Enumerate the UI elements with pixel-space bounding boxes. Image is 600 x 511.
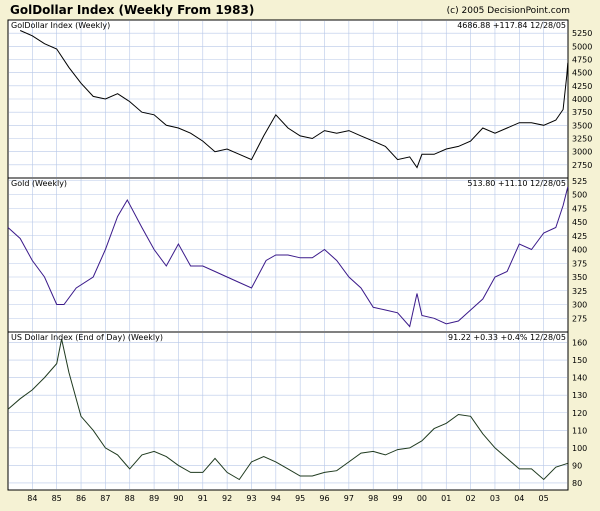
panel-gold-y-tick-label: 450 <box>572 218 587 227</box>
panel-gold-y-tick-label: 325 <box>572 287 587 296</box>
panel-gold-y-tick-label: 525 <box>572 177 587 186</box>
panel-gold-y-tick-label: 475 <box>572 204 587 213</box>
panel-usd-label: US Dollar Index (End of Day) (Weekly) <box>11 333 163 342</box>
panel-usd-y-tick-label: 120 <box>572 409 587 418</box>
x-tick-label: 97 <box>344 494 354 503</box>
usd-series-line <box>7 338 568 481</box>
panel-gold-y-tick-label: 400 <box>572 246 587 255</box>
panel-gold-label: Gold (Weekly) <box>11 179 67 188</box>
panel-usd-y-tick-label: 110 <box>572 426 587 435</box>
x-tick-label: 02 <box>466 494 476 503</box>
panel-usd-y-tick-label: 100 <box>572 444 587 453</box>
panel-goldollar-y-tick-label: 5250 <box>572 29 592 38</box>
panel-usd: US Dollar Index (End of Day) (Weekly) 91… <box>7 331 587 491</box>
panel-goldollar-y-tick-label: 5000 <box>572 42 592 51</box>
panel-gold-y-tick-label: 375 <box>572 259 587 268</box>
panel-gold-readout: 513.80 +11.10 12/28/05 <box>467 179 566 188</box>
panel-goldollar-y-tick-label: 4750 <box>572 56 592 65</box>
x-tick-label: 03 <box>490 494 500 503</box>
gold-series-line <box>7 186 569 328</box>
panel-usd-y-tick-label: 140 <box>572 374 587 383</box>
panel-usd-y-tick-label: 130 <box>572 391 587 400</box>
x-tick-label: 93 <box>246 494 256 503</box>
chart-title: GolDollar Index (Weekly From 1983) <box>10 3 254 17</box>
x-tick-label: 94 <box>271 494 281 503</box>
panel-goldollar-y-tick-label: 3250 <box>572 135 592 144</box>
x-tick-label: 00 <box>417 494 427 503</box>
panel-usd-y-tick-label: 90 <box>572 461 582 470</box>
x-tick-label: 92 <box>222 494 232 503</box>
panel-goldollar-y-tick-label: 4500 <box>572 69 592 78</box>
copyright-text: (c) 2005 DecisionPoint.com <box>447 6 570 16</box>
panel-gold: Gold (Weekly) 513.80 +11.10 12/28/05 275… <box>7 177 587 333</box>
panel-usd-y-tick-label: 160 <box>572 339 587 348</box>
panel-goldollar-y-tick-label: 4250 <box>572 82 592 91</box>
panel-gold-y-tick-label: 350 <box>572 273 587 282</box>
panel-goldollar-y-tick-label: 3750 <box>572 108 592 117</box>
panel-goldollar-label: GolDollar Index (Weekly) <box>11 21 110 30</box>
panel-gold-y-tick-label: 500 <box>572 191 587 200</box>
panel-goldollar-y-tick-label: 3500 <box>572 121 592 130</box>
panel-goldollar-y-tick-label: 3000 <box>572 148 592 157</box>
panel-goldollar-y-tick-label: 2750 <box>572 161 592 170</box>
panel-goldollar-y-tick-label: 4000 <box>572 95 592 104</box>
panel-gold-y-tick-label: 275 <box>572 314 587 323</box>
x-tick-label: 95 <box>295 494 305 503</box>
x-tick-label: 91 <box>198 494 208 503</box>
x-tick-label: 87 <box>100 494 110 503</box>
x-tick-label: 89 <box>149 494 159 503</box>
x-tick-label: 99 <box>392 494 402 503</box>
panel-gold-y-tick-label: 425 <box>572 232 587 241</box>
x-axis-year-ticks: 84 85 86 87 88 89 90 91 92 93 94 95 96 97 98 99 00 01 02 03… <box>27 494 548 503</box>
panel-usd-readout: 91.22 +0.33 +0.4% 12/28/05 <box>448 333 566 342</box>
x-tick-label: 98 <box>368 494 378 503</box>
panel-usd-y-tick-label: 80 <box>572 479 582 488</box>
x-tick-label: 90 <box>173 494 183 503</box>
goldollar-series-line <box>19 30 569 169</box>
x-tick-label: 88 <box>125 494 135 503</box>
x-tick-label: 96 <box>319 494 329 503</box>
x-tick-label: 04 <box>514 494 524 503</box>
panel-usd-plot-area <box>7 331 569 491</box>
x-tick-label: 86 <box>76 494 86 503</box>
panel-goldollar-readout: 4686.88 +117.84 12/28/05 <box>457 21 566 30</box>
x-tick-label: 05 <box>539 494 549 503</box>
panel-gold-y-tick-label: 300 <box>572 301 587 310</box>
x-tick-label: 85 <box>52 494 62 503</box>
x-tick-label: 84 <box>27 494 37 503</box>
x-tick-label: 01 <box>441 494 451 503</box>
panel-goldollar: GolDollar Index (Weekly) 4686.88 +117.84… <box>7 19 592 179</box>
panel-usd-y-tick-label: 150 <box>572 356 587 365</box>
